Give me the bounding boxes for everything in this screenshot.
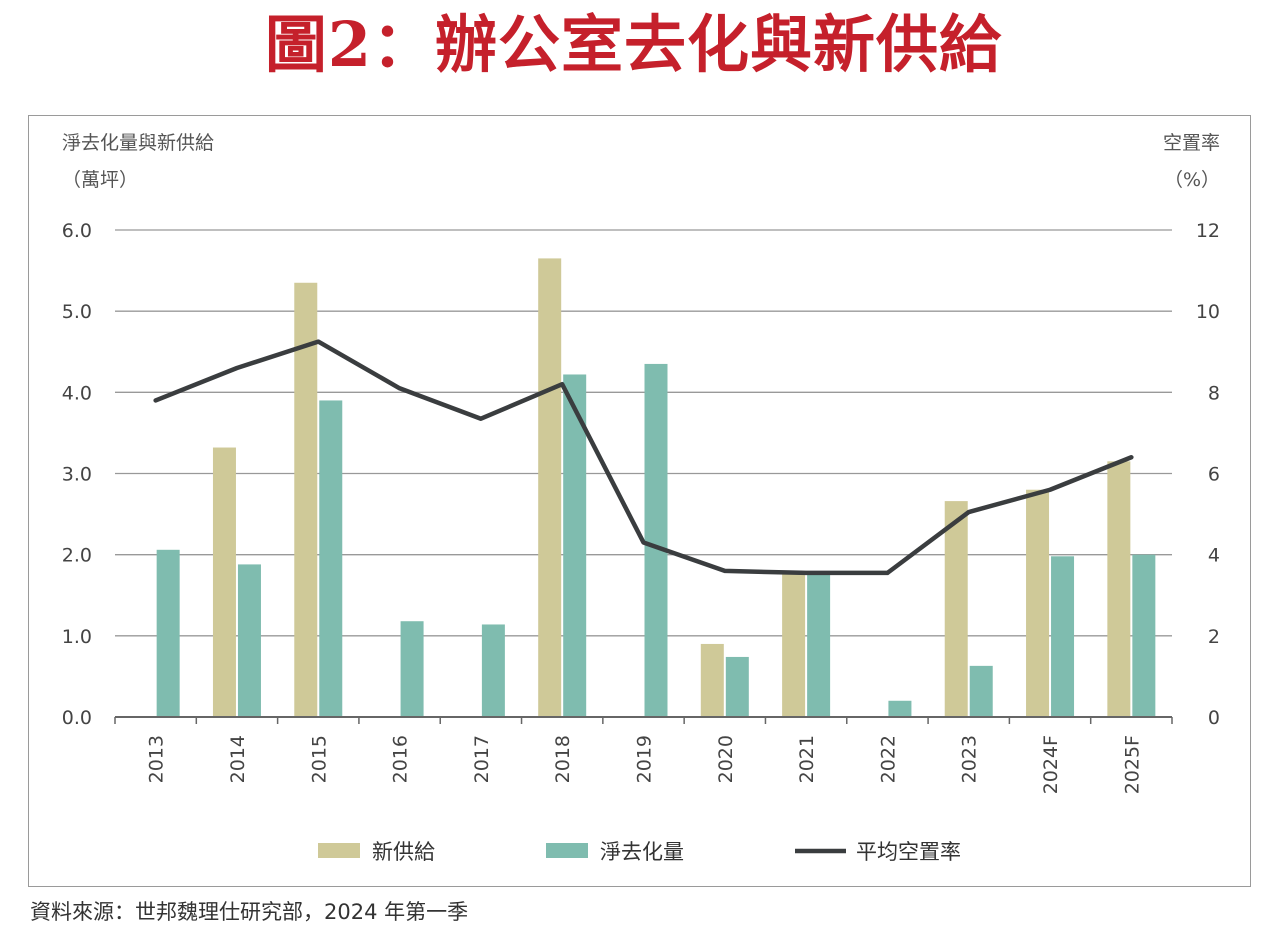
x-tick-label: 2015 [308, 735, 330, 783]
right-tick-label: 8 [1208, 382, 1220, 404]
x-tick-label: 2020 [715, 735, 737, 783]
x-tick-label: 2014 [227, 735, 249, 783]
bar-net-absorption [969, 665, 993, 717]
bar-net-absorption [644, 363, 668, 717]
x-tick-label: 2021 [796, 735, 818, 783]
bar-net-absorption [1051, 556, 1075, 717]
bar-net-absorption [725, 656, 749, 717]
left-axis-label-line2: （萬坪） [62, 169, 138, 191]
left-tick-label: 4.0 [62, 382, 92, 404]
bar-new-supply [782, 572, 806, 717]
x-tick-label: 2023 [959, 735, 981, 783]
axes: 0.0 1.0 2.0 3.0 4.0 5.0 6.0 0 2 4 6 8 10 12 2013 2014 20… [62, 220, 1220, 794]
left-axis-label-line1: 淨去化量與新供給 [62, 132, 214, 154]
x-tick-label: 2016 [390, 735, 412, 783]
legend-label-new-supply: 新供給 [372, 840, 435, 864]
bar-new-supply [944, 501, 968, 717]
bar-new-supply [538, 258, 562, 717]
chart-title: 圖2：辦公室去化與新供給 [264, 8, 1003, 81]
right-tick-label: 0 [1208, 707, 1220, 729]
x-tick-label: 2024F [1040, 735, 1062, 794]
legend: 新供給 淨去化量 平均空置率 [318, 840, 961, 864]
x-tick-label: 2018 [552, 735, 574, 783]
bar-net-absorption [481, 624, 505, 717]
bar-new-supply [294, 282, 318, 717]
bar-net-absorption [319, 400, 343, 717]
legend-label-net-absorption: 淨去化量 [600, 840, 684, 864]
right-axis-label-line2: （%） [1164, 169, 1220, 191]
bar-net-absorption [888, 700, 912, 717]
bar-net-absorption [156, 549, 180, 717]
right-axis-label-line1: 空置率 [1163, 132, 1220, 154]
bar-new-supply [1107, 461, 1131, 717]
vacancy-line-group [153, 339, 1134, 576]
legend-label-vacancy: 平均空置率 [856, 840, 961, 864]
left-tick-label: 6.0 [62, 220, 92, 242]
right-tick-label: 12 [1196, 220, 1220, 242]
left-tick-label: 5.0 [62, 301, 92, 323]
left-tick-label: 1.0 [62, 626, 92, 648]
right-tick-label: 10 [1196, 301, 1220, 323]
x-tick-label: 2013 [146, 735, 168, 783]
left-tick-label: 0.0 [62, 707, 92, 729]
vacancy-rate-line [153, 339, 1134, 576]
bar-net-absorption [237, 564, 261, 717]
left-tick-label: 3.0 [62, 464, 92, 486]
bar-new-supply [700, 643, 724, 717]
bars [156, 258, 1156, 717]
grid-lines [115, 229, 1172, 637]
x-tick-label: 2019 [634, 735, 656, 783]
legend-swatch-net-absorption [546, 843, 588, 858]
bar-net-absorption [563, 374, 587, 717]
legend-swatch-new-supply [318, 843, 360, 858]
left-tick-label: 2.0 [62, 545, 92, 567]
x-tick-label: 2017 [471, 735, 493, 783]
bar-new-supply [1026, 489, 1050, 717]
right-tick-label: 6 [1208, 464, 1220, 486]
bar-new-supply [212, 447, 236, 717]
x-tick-label: 2022 [877, 735, 899, 783]
source-note: 資料來源：世邦魏理仕研究部，2024 年第一季 [30, 900, 469, 924]
x-tick-label: 2025F [1121, 735, 1143, 794]
right-tick-label: 2 [1208, 626, 1220, 648]
bar-net-absorption [1132, 554, 1156, 717]
right-tick-label: 4 [1208, 545, 1220, 567]
bar-net-absorption [400, 621, 424, 717]
bar-net-absorption [807, 574, 831, 717]
